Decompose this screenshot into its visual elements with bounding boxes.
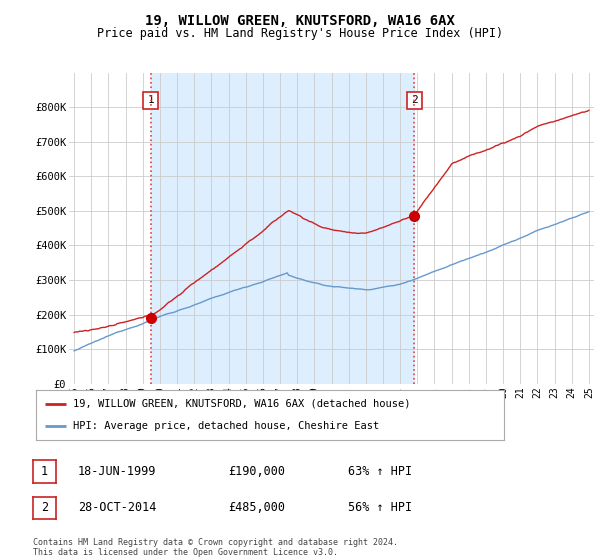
Text: 1: 1: [41, 465, 48, 478]
Text: 28-OCT-2014: 28-OCT-2014: [78, 501, 157, 515]
Bar: [151, 73, 415, 384]
Text: 1: 1: [147, 95, 154, 105]
Text: 63% ↑ HPI: 63% ↑ HPI: [348, 465, 412, 478]
Text: £485,000: £485,000: [228, 501, 285, 515]
Text: HPI: Average price, detached house, Cheshire East: HPI: Average price, detached house, Ches…: [73, 421, 380, 431]
Text: Contains HM Land Registry data © Crown copyright and database right 2024.
This d: Contains HM Land Registry data © Crown c…: [33, 538, 398, 557]
Text: 56% ↑ HPI: 56% ↑ HPI: [348, 501, 412, 515]
Text: £190,000: £190,000: [228, 465, 285, 478]
Text: 18-JUN-1999: 18-JUN-1999: [78, 465, 157, 478]
Text: Price paid vs. HM Land Registry's House Price Index (HPI): Price paid vs. HM Land Registry's House …: [97, 27, 503, 40]
Text: 19, WILLOW GREEN, KNUTSFORD, WA16 6AX (detached house): 19, WILLOW GREEN, KNUTSFORD, WA16 6AX (d…: [73, 399, 411, 409]
Text: 19, WILLOW GREEN, KNUTSFORD, WA16 6AX: 19, WILLOW GREEN, KNUTSFORD, WA16 6AX: [145, 14, 455, 28]
Text: 2: 2: [411, 95, 418, 105]
Text: 2: 2: [41, 501, 48, 515]
